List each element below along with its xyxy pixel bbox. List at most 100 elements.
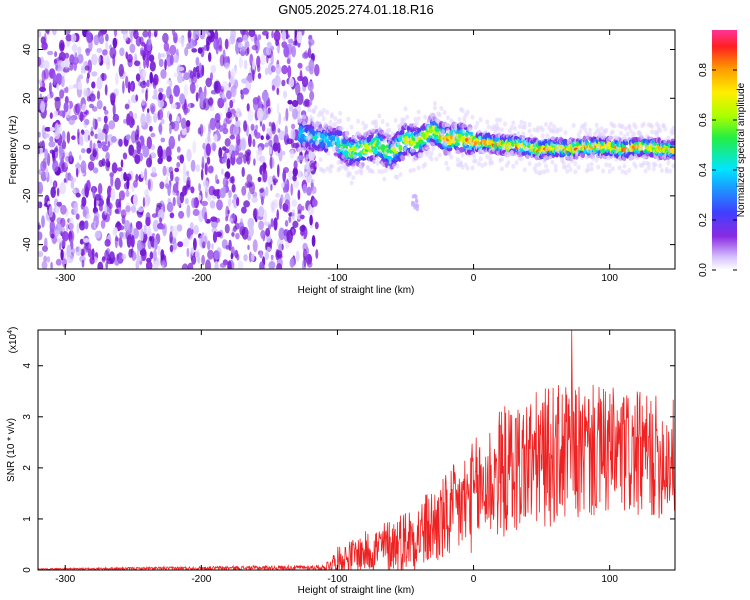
spectrogram-halo-cell	[325, 109, 330, 115]
spectrogram-halo-cell	[499, 127, 504, 133]
spectrogram-halo-cell	[499, 166, 504, 172]
spectrogram-noise-cell	[267, 62, 273, 75]
spectrogram-noise-cell	[236, 196, 240, 207]
spectrogram-noise-cell	[70, 240, 74, 250]
spectrogram-noise-cell	[102, 128, 107, 134]
spectrogram-halo-cell	[553, 167, 558, 173]
spectrogram-noise-cell	[213, 133, 218, 143]
spectrogram-noise-cell	[240, 46, 246, 53]
spectrogram-noise-cell	[201, 254, 206, 266]
spectrogram-noise-cell	[262, 30, 269, 36]
spectrogram-noise-cell	[212, 231, 218, 243]
spectrogram-halo-cell	[351, 164, 356, 170]
spectrogram-noise-cell	[153, 112, 158, 123]
spectrogram-halo-cell	[333, 116, 338, 122]
spectrogram-noise-cell	[61, 239, 66, 247]
spectrogram-noise-cell	[38, 56, 42, 67]
spectrogram-noise-cell	[209, 200, 216, 209]
spectrogram-halo-cell	[377, 169, 382, 174]
spectrogram-noise-cell	[179, 93, 186, 105]
spectrogram-noise-cell	[216, 179, 220, 185]
spectrogram-noise-cell	[190, 247, 194, 255]
spectrogram-noise-cell	[77, 46, 82, 55]
spectrogram-noise-cell	[243, 120, 248, 132]
spectrogram-noise-cell	[290, 183, 294, 196]
spectrogram-halo-cell	[429, 150, 434, 156]
spectrogram-noise-cell	[143, 56, 147, 69]
spectrogram-noise-cell	[179, 154, 185, 164]
spectrogram-noise-cell	[157, 209, 165, 222]
spectrogram-noise-cell	[268, 121, 272, 127]
spectrogram-noise-cell	[276, 263, 283, 269]
spectrogram-noise-cell	[110, 188, 116, 201]
spectrogram-halo-cell	[563, 130, 568, 135]
spectrogram-noise-cell	[166, 47, 171, 58]
spectrogram-halo-cell	[540, 127, 545, 133]
spectrogram-noise-cell	[202, 241, 206, 249]
spectrogram-halo-cell	[522, 167, 527, 173]
spectrogram-signal-cell	[444, 122, 451, 128]
spectrogram-noise-cell	[84, 220, 89, 230]
spectrogram-noise-cell	[153, 74, 159, 86]
spectrogram-noise-cell	[45, 167, 48, 179]
spectrogram-halo-cell	[413, 116, 418, 122]
spectrogram-noise-cell	[207, 131, 211, 143]
spectrogram-noise-cell	[58, 144, 64, 156]
spectrogram-noise-cell	[118, 138, 123, 147]
spectrogram-noise-cell	[248, 225, 254, 237]
spectrogram-noise-cell	[201, 156, 205, 169]
spectrogram-noise-cell	[285, 30, 289, 40]
spectrogram-halo-cell	[344, 134, 349, 140]
spectrogram-noise-cell	[291, 123, 296, 129]
spectrogram-noise-cell	[73, 188, 76, 196]
spectrogram-noise-cell	[261, 90, 269, 102]
spectrogram-noise-cell	[177, 134, 181, 142]
spectrogram-halo-cell	[519, 156, 524, 162]
spectrogram-halo-cell	[671, 125, 675, 131]
spectrogram-noise-cell	[296, 31, 303, 44]
spectrogram-noise-cell	[130, 235, 135, 248]
spectrogram-noise-cell	[115, 236, 119, 242]
spectrogram-noise-cell	[53, 110, 58, 118]
spectrogram-noise-cell	[177, 73, 183, 84]
spectrogram-noise-cell	[258, 220, 264, 231]
spectrogram-halo-cell	[382, 138, 387, 144]
spectrogram-noise-cell	[107, 141, 111, 148]
spectrogram-noise-cell	[135, 173, 139, 182]
spectrogram-noise-cell	[91, 248, 95, 260]
spectrogram-noise-cell	[75, 192, 81, 198]
spectrogram-halo-cell	[624, 126, 628, 132]
spectrogram-noise-cell	[181, 37, 185, 48]
spectrogram-noise-cell	[178, 210, 185, 219]
spectrogram-noise-cell	[252, 138, 256, 148]
spectrogram-noise-cell	[248, 133, 252, 147]
spectrogram-signal-cell	[488, 139, 492, 146]
spectrogram-noise-cell	[289, 149, 295, 159]
spectrogram-noise-cell	[281, 65, 288, 75]
spectrogram-noise-cell	[158, 58, 164, 68]
spectrogram-halo-cell	[617, 165, 622, 171]
spectrogram-noise-cell	[75, 213, 80, 220]
spectrogram-noise-cell	[70, 180, 75, 189]
spectrogram-noise-cell	[229, 99, 234, 109]
spectrogram-noise-cell	[150, 105, 155, 115]
spectrogram-noise-cell	[179, 191, 185, 204]
spectrogram-isolated-cell	[413, 205, 417, 210]
spectrogram-noise-cell	[238, 56, 243, 69]
spectrogram-noise-cell	[210, 166, 214, 172]
spectrogram-noise-cell	[103, 106, 107, 111]
spectrogram-signal-cell	[361, 162, 365, 167]
spectrogram-noise-cell	[133, 30, 139, 40]
spectrogram-halo-cell	[431, 146, 436, 151]
spectrogram-noise-cell	[276, 119, 279, 133]
spectrogram-halo-cell	[330, 114, 334, 119]
spectrogram-noise-cell	[79, 111, 84, 123]
spectrogram-halo-cell	[416, 109, 421, 115]
spectrogram-noise-cell	[219, 96, 227, 103]
spectrogram-halo-cell	[488, 155, 493, 161]
spectrogram-noise-cell	[116, 253, 119, 260]
spectrogram-noise-cell	[166, 79, 172, 85]
spectrogram-noise-cell	[143, 43, 147, 52]
spectrogram-noise-cell	[235, 133, 241, 146]
spectrogram-halo-cell	[651, 166, 656, 172]
